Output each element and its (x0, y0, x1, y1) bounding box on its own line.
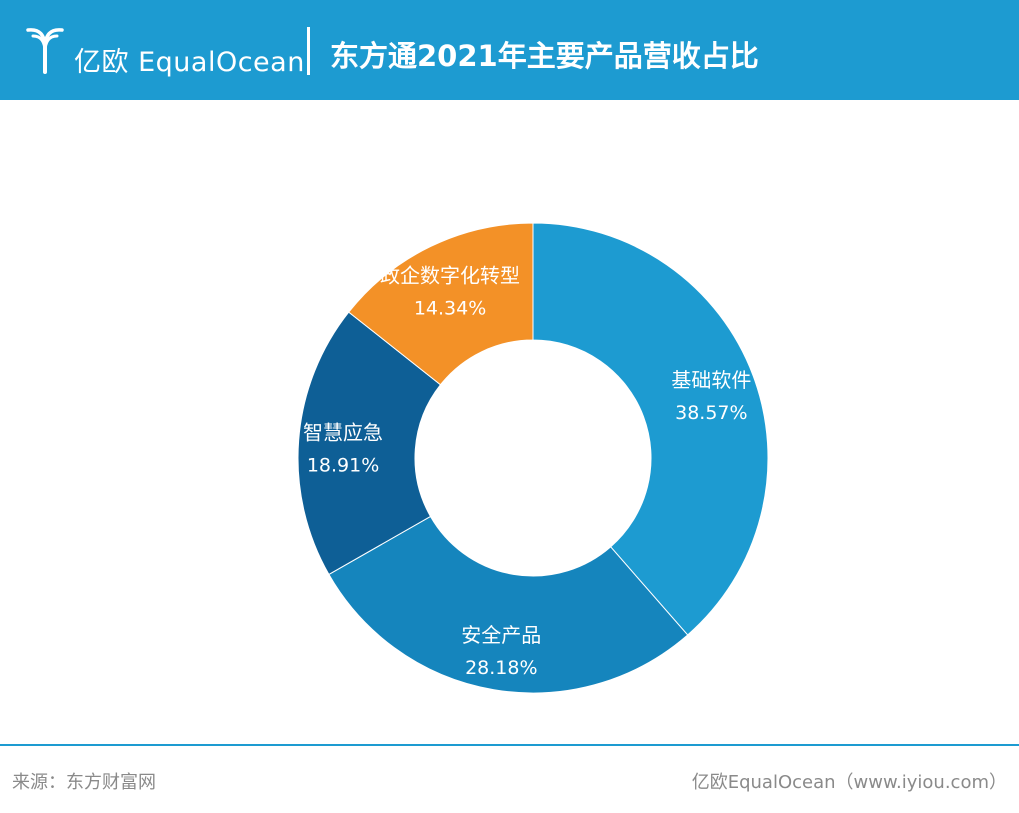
donut-slice (297, 311, 442, 576)
header-bar: 亿欧 EqualOcean 东方通2021年主要产品营收占比 (0, 0, 1019, 100)
slice-value-label: 14.34% (414, 298, 486, 320)
chart-area: 基础软件 38.57% 安全产品 28.18% 智慧应急 18.91% 政企数字化转型 14.… (0, 100, 1019, 745)
slice-value-label: 18.91% (307, 455, 379, 477)
donut-chart: 基础软件 38.57% 安全产品 28.18% 智慧应急 18.91% 政企数字化转型 14.… (297, 222, 769, 694)
page-title: 东方通2021年主要产品营收占比 (330, 39, 759, 73)
donut-slice (532, 222, 769, 636)
slice-category-label: 安全产品 (461, 623, 541, 647)
footer-source: 来源：东方财富网 (12, 772, 156, 793)
brand-name-en: EqualOcean (138, 47, 305, 78)
brand-name-cn: 亿欧 (74, 47, 129, 78)
slice-category-label: 基础软件 (671, 368, 751, 392)
donut-slice (328, 515, 689, 694)
donut-slice (348, 222, 534, 386)
slice-category-label: 智慧应急 (303, 421, 383, 445)
slice-value-label: 38.57% (675, 402, 747, 424)
header-divider (307, 27, 310, 75)
footer-divider (0, 744, 1019, 746)
slice-category-label: 政企数字化转型 (380, 264, 520, 288)
slice-value-label: 28.18% (465, 657, 537, 679)
yiou-logo-icon (26, 28, 64, 74)
brand-name: 亿欧 EqualOcean (74, 40, 305, 79)
footer-credit: 亿欧EqualOcean（www.iyiou.com） (691, 772, 1007, 793)
